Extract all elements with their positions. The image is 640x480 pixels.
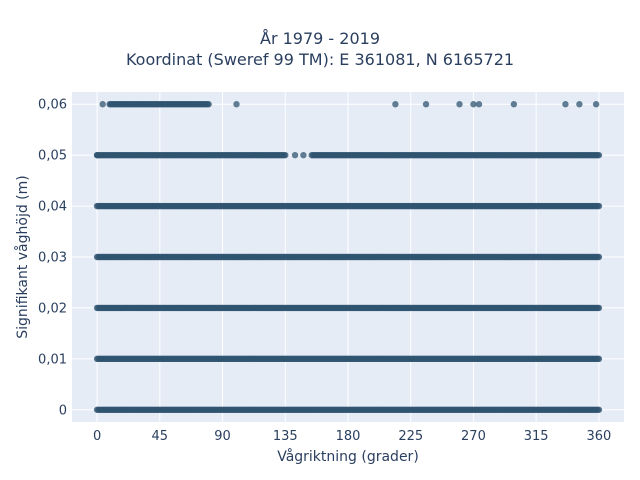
data-point bbox=[562, 101, 569, 108]
x-tick-label: 45 bbox=[152, 429, 169, 444]
data-point bbox=[576, 101, 583, 108]
data-point bbox=[510, 101, 518, 108]
data-point bbox=[456, 101, 463, 108]
x-tick-label: 135 bbox=[273, 429, 298, 444]
chart-title: År 1979 - 2019 bbox=[260, 29, 380, 48]
y-tick-label: 0,01 bbox=[38, 352, 67, 367]
data-point bbox=[99, 101, 106, 108]
y-tick-label: 0,02 bbox=[38, 301, 67, 316]
data-point bbox=[300, 151, 307, 159]
y-tick-label: 0,04 bbox=[38, 200, 67, 215]
data-point bbox=[595, 202, 603, 210]
x-tick-label: 360 bbox=[586, 429, 611, 444]
x-tick-label: 0 bbox=[93, 429, 101, 444]
data-point bbox=[205, 101, 212, 108]
data-point bbox=[475, 101, 483, 108]
x-tick-label: 90 bbox=[214, 429, 231, 444]
data-points bbox=[93, 101, 603, 413]
data-point bbox=[595, 406, 603, 413]
x-tick-label: 225 bbox=[398, 429, 423, 444]
y-tick-label: 0 bbox=[59, 403, 67, 418]
data-point bbox=[233, 101, 240, 108]
data-point bbox=[422, 101, 430, 108]
y-tick-label: 0,05 bbox=[38, 149, 67, 164]
data-point bbox=[470, 101, 477, 108]
x-tick-label: 270 bbox=[461, 429, 486, 444]
x-tick-label: 315 bbox=[524, 429, 549, 444]
data-point bbox=[291, 151, 299, 159]
data-point bbox=[282, 151, 289, 159]
data-point bbox=[595, 253, 603, 261]
data-point bbox=[392, 101, 399, 108]
x-axis-ticks: 0 45 90 135 180 225 270 315 360 bbox=[93, 429, 611, 444]
data-point bbox=[595, 304, 603, 312]
y-axis-ticks: 0 0,01 0,02 0,03 0,04 0,05 0,06 bbox=[38, 98, 67, 419]
chart-subtitle: Koordinat (Sweref 99 TM): E 361081, N 61… bbox=[125, 50, 515, 69]
x-axis-label: Vågriktning (grader) bbox=[277, 448, 419, 465]
data-point bbox=[93, 151, 101, 159]
data-point bbox=[592, 101, 600, 108]
y-tick-label: 0,03 bbox=[38, 251, 67, 266]
data-point bbox=[595, 355, 603, 363]
y-axis-label: Signifikant våghöjd (m) bbox=[14, 175, 31, 338]
y-tick-label: 0,06 bbox=[38, 98, 67, 113]
x-tick-label: 180 bbox=[336, 429, 361, 444]
data-point bbox=[595, 151, 603, 159]
